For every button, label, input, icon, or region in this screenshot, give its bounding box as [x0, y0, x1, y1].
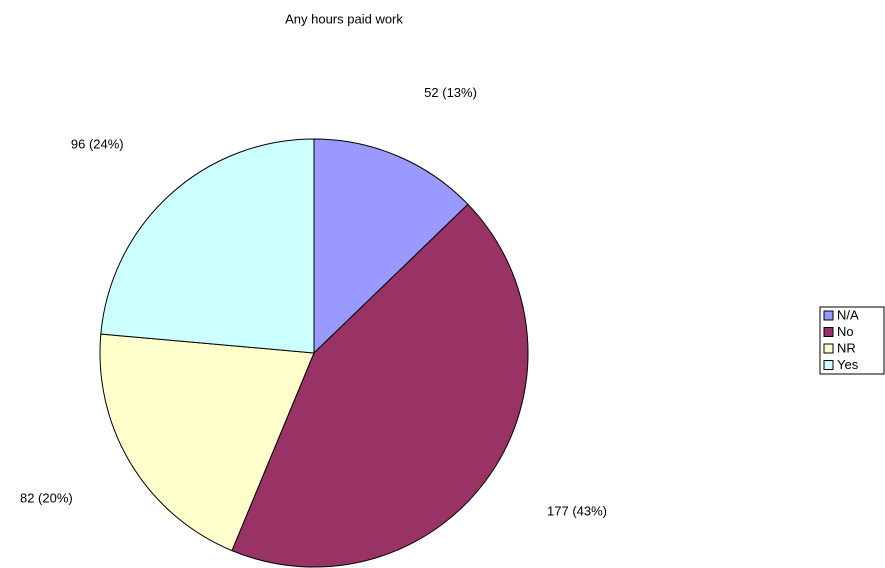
legend-label: No [837, 324, 854, 339]
pie-slice [100, 138, 315, 354]
legend-swatch [823, 327, 834, 337]
data-label: 96 (24%) [71, 136, 124, 151]
legend-swatch [823, 310, 834, 321]
data-label: 82 (20%) [20, 490, 73, 505]
legend-swatch [823, 343, 834, 354]
legend-label: Yes [837, 357, 859, 372]
data-label: 52 (13%) [424, 85, 477, 100]
legend-label: NR [837, 340, 856, 355]
chart-title: Any hours paid work [285, 11, 403, 26]
pie-slice [99, 333, 315, 552]
data-label: 177 (43%) [547, 503, 607, 518]
pie-slice [231, 203, 529, 568]
legend-label: N/A [837, 307, 859, 322]
legend-swatch [823, 360, 834, 370]
pie-slice [313, 138, 469, 355]
